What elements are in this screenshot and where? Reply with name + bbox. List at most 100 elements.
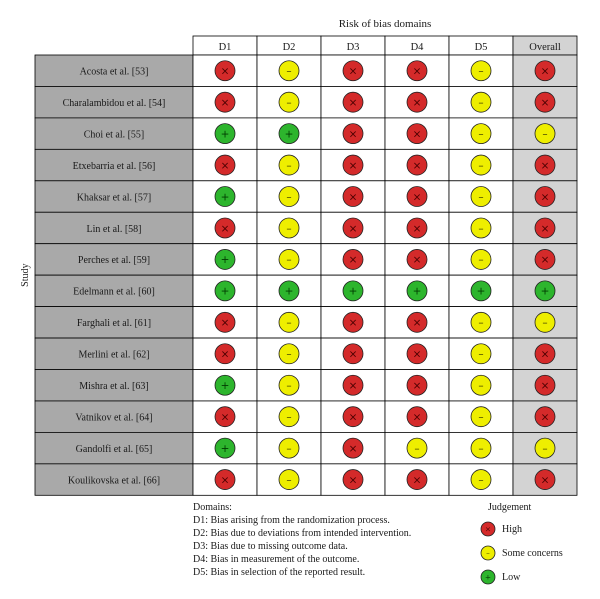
- study-row: Choi et al. [55] + + × × – –: [34, 117, 578, 150]
- judgement-circle: [470, 91, 492, 113]
- judgement-glyph: +: [485, 573, 491, 582]
- judgement-high-overall: ×: [534, 217, 556, 239]
- judgement-circle: [342, 186, 364, 207]
- judgement-low-overall: +: [534, 280, 556, 302]
- judgement-high-d3: ×: [342, 123, 364, 145]
- judgement-glyph: ×: [541, 97, 550, 109]
- judgement-glyph: ×: [349, 254, 358, 266]
- judgement-circle: [406, 217, 428, 239]
- judgement-circle: [278, 343, 300, 365]
- judgement-cell: [320, 54, 386, 87]
- judgement-low-d2: +: [278, 123, 300, 145]
- judgement-low-d1: +: [214, 186, 236, 207]
- low-risk-icon: +: [480, 569, 496, 585]
- judgement-circle: [470, 280, 492, 302]
- domains-legend-item-d3: D3: Bias due to missing outcome data.: [193, 541, 348, 552]
- study-name: Lin et al. [58]: [87, 224, 142, 235]
- judgement-circle: [470, 406, 492, 428]
- judgement-high-d1: ×: [214, 343, 236, 365]
- judgement-some-overall: –: [534, 311, 556, 333]
- judgement-high-d4: ×: [406, 249, 428, 270]
- domains-legend: Domains: D1: Bias arising from the rando…: [193, 501, 463, 579]
- judgement-glyph: ×: [413, 380, 422, 392]
- judgement-some-d5: –: [470, 343, 492, 365]
- judgement-circle: [470, 186, 492, 207]
- judgement-glyph: ×: [413, 474, 422, 486]
- judgement-glyph: ×: [349, 349, 358, 361]
- judgement-circle: [214, 437, 236, 459]
- judgement-circle: [406, 154, 428, 176]
- study-label-cell: [34, 463, 194, 496]
- judgement-circle: [278, 374, 300, 396]
- grid-title: Risk of bias domains: [339, 18, 432, 30]
- judgement-circle: [406, 374, 428, 396]
- judgement-high-d4: ×: [406, 311, 428, 333]
- judgement-high-d3: ×: [342, 406, 364, 428]
- judgement-circle: [342, 91, 364, 113]
- judgement-circle: [534, 91, 556, 113]
- judgement-glyph: –: [478, 254, 483, 266]
- judgement-glyph: –: [478, 443, 483, 455]
- judgement-circle: [406, 280, 428, 302]
- judgement-some-d5: –: [470, 60, 492, 82]
- study-label-cell: [34, 148, 194, 182]
- study-row: Etxebarria et al. [56] × – × × – ×: [34, 148, 578, 182]
- judgement-some-d5: –: [470, 469, 492, 490]
- judgement-glyph: ×: [541, 380, 550, 392]
- judgement-glyph: +: [349, 286, 358, 298]
- judgement-glyph: ×: [349, 223, 358, 235]
- judgement-glyph: –: [286, 380, 291, 392]
- judgement-circle: [278, 469, 300, 490]
- judgement-glyph: ×: [413, 411, 422, 423]
- judgement-low-d1: +: [214, 437, 236, 459]
- study-label-cell: [34, 274, 194, 307]
- study-row: Gandolfi et al. [65] + – × – – –: [34, 431, 578, 465]
- legend-symbol: +: [480, 569, 496, 585]
- judgement-circle: [480, 521, 496, 537]
- study-name: Choi et al. [55]: [84, 129, 145, 140]
- study-name: Charalambidou et al. [54]: [63, 98, 166, 109]
- study-row: Vatnikov et al. [64] × – × × – ×: [34, 400, 578, 433]
- judgement-glyph: ×: [221, 474, 230, 486]
- judgement-glyph: –: [286, 317, 291, 329]
- judgement-glyph: ×: [413, 160, 422, 172]
- judgement-circle: [278, 91, 300, 113]
- study-row: Merlini et al. [62] × – × × – ×: [34, 337, 578, 370]
- judgement-circle: [534, 154, 556, 176]
- judgement-high-d4: ×: [406, 469, 428, 490]
- judgement-high-d3: ×: [342, 154, 364, 176]
- study-name: Acosta et al. [53]: [80, 67, 149, 78]
- judgement-some-d2: –: [278, 406, 300, 428]
- study-name: Etxebarria et al. [56]: [73, 161, 156, 172]
- judgement-circle: [534, 186, 556, 207]
- high-risk-icon: ×: [480, 521, 496, 537]
- judgement-glyph: –: [478, 160, 483, 172]
- judgement-glyph: ×: [413, 317, 422, 329]
- study-name: Farghali et al. [61]: [77, 318, 151, 329]
- judgement-circle: [342, 469, 364, 490]
- judgement-legend-label: Low: [502, 571, 521, 583]
- judgement-some-d2: –: [278, 374, 300, 396]
- judgement-circle: [214, 123, 236, 145]
- judgement-circle: [470, 311, 492, 333]
- study-row: Perches et al. [59] + – × × – ×: [34, 243, 578, 276]
- judgement-low-d2: +: [278, 280, 300, 302]
- judgement-high-overall: ×: [534, 154, 556, 176]
- judgement-circle: [278, 311, 300, 333]
- judgement-glyph: –: [286, 223, 291, 235]
- column-header-d4: D4: [411, 42, 425, 53]
- judgement-glyph: –: [478, 380, 483, 392]
- study-row: Koulikovska et al. [66] × – × × – ×: [34, 463, 578, 496]
- judgement-circle: [406, 91, 428, 113]
- judgement-glyph: –: [286, 254, 291, 266]
- legend-symbol: ×: [480, 521, 496, 537]
- judgement-high-d4: ×: [406, 217, 428, 239]
- judgement-circle: [406, 249, 428, 270]
- judgement-legend-label: Some concerns: [502, 547, 563, 559]
- judgement-some-overall: –: [534, 123, 556, 145]
- judgement-some-d2: –: [278, 217, 300, 239]
- judgement-circle: [278, 249, 300, 270]
- judgement-glyph: –: [286, 160, 291, 172]
- study-name: Mishra et al. [63]: [79, 381, 148, 392]
- judgement-glyph: ×: [485, 525, 491, 534]
